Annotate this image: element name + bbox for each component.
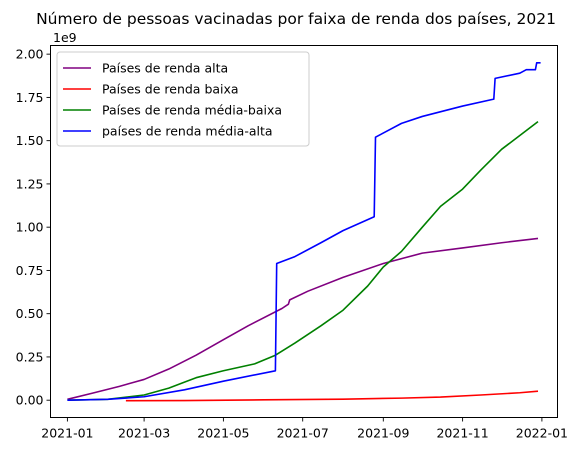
x-tick-label: 2021-09 [357,426,409,441]
x-tick-label: 2021-01 [41,426,93,441]
legend-label-3: países de renda média-alta [102,124,273,139]
y-tick-label: 2.00 [16,47,44,62]
series-line-2 [67,120,539,401]
plot-area [67,62,541,402]
x-tick-label: 2021-07 [277,426,329,441]
x-tick-label: 2022-01 [516,426,568,441]
y-tick-label: 1.50 [16,133,44,148]
x-tick-label: 2021-03 [118,426,170,441]
x-axis: 2021-01 2021-03 2021-05 2021-07 2021-09 2021-… [41,417,568,441]
chart-title: Número de pessoas vacinadas por faixa de… [36,10,556,28]
y-tick-label: 0.25 [16,349,44,364]
legend-label-1: Países de renda baixa [102,82,239,97]
y-tick-label: 1.25 [16,176,44,191]
x-tick-label: 2021-05 [197,426,249,441]
y-axis: 0.00 0.25 0.50 0.75 1.00 1.25 1.50 1.75 2.00 [16,47,51,408]
series-line-3 [67,62,541,401]
y-tick-label: 0.00 [16,393,44,408]
legend-label-2: Países de renda média-baixa [102,103,282,118]
y-tick-label: 0.75 [16,263,44,278]
legend-box [56,51,310,147]
legend: Países de renda alta Países de renda baix… [56,51,310,147]
plot-frame [50,45,558,418]
y-tick-label: 1.00 [16,220,44,235]
legend-label-0: Países de renda alta [102,61,228,76]
y-tick-label: 1.75 [16,90,44,105]
y-tick-label: 0.50 [16,306,44,321]
series-line-0 [67,237,539,401]
y-axis-offset-label: 1e9 [53,30,77,45]
series-line-1 [125,390,539,402]
x-tick-label: 2021-11 [436,426,488,441]
